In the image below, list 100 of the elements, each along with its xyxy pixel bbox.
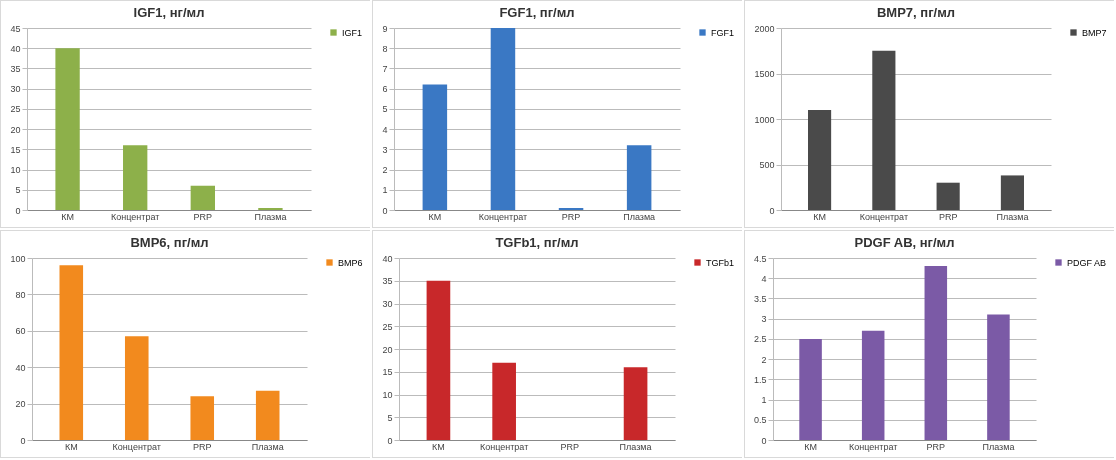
x-tick-label: PRP [193, 211, 213, 222]
bar [987, 314, 1010, 440]
x-tick-label: PRP [560, 441, 580, 452]
y-tick-label: 40 [10, 43, 21, 54]
bar [59, 265, 84, 440]
x-tick-label: PRP [926, 441, 946, 452]
y-tick-label: 500 [759, 160, 775, 170]
y-tick-label: 1.5 [753, 374, 767, 385]
x-tick-label: КМ [428, 211, 442, 222]
y-tick-label: 0 [387, 435, 393, 446]
y-tick-label: 5 [387, 412, 393, 423]
x-tick-label: КМ [64, 441, 78, 452]
chart-title: IGF1, нг/мл [133, 5, 205, 20]
y-tick-label: 4.5 [753, 253, 767, 264]
y-tick-label: 1 [761, 395, 767, 406]
x-tick-label: КМ [804, 441, 817, 452]
y-tick-label: 15 [10, 144, 21, 155]
x-tick-label: Концентрат [111, 211, 160, 222]
bar [490, 28, 516, 210]
y-tick-label: 80 [15, 289, 26, 300]
chart-title: TGFb1, пг/мл [495, 235, 579, 250]
bar [124, 336, 149, 440]
legend-label: FGF1 [711, 27, 735, 38]
y-tick-label: 20 [10, 124, 21, 135]
bar [258, 207, 283, 210]
chart-title: BMP7, пг/мл [876, 5, 956, 20]
x-tick-label: Плазма [619, 441, 652, 452]
y-tick-label: 35 [382, 276, 393, 287]
x-tick-label: Плазма [623, 211, 656, 222]
bar [422, 84, 448, 210]
bar [492, 362, 516, 440]
x-tick-label: Концентрат [859, 211, 909, 222]
y-tick-label: 3 [761, 314, 767, 325]
bar [55, 48, 80, 210]
y-tick-label: 9 [382, 23, 388, 34]
x-tick-label: Плазма [982, 441, 1015, 452]
x-tick-label: Плазма [251, 441, 284, 452]
y-tick-label: 0.5 [753, 415, 767, 426]
x-tick-label: Концентрат [479, 441, 529, 452]
x-tick-label: Концентрат [112, 441, 161, 452]
y-tick-label: 30 [10, 84, 21, 95]
y-tick-label: 1500 [754, 69, 775, 79]
bar [626, 145, 652, 210]
x-tick-label: Плазма [254, 211, 287, 222]
x-tick-label: Концентрат [478, 211, 528, 222]
y-tick-label: 0 [15, 205, 21, 216]
legend-label: BMP7 [1082, 27, 1107, 38]
bar [1000, 175, 1024, 210]
x-tick-label: КМ [61, 211, 74, 222]
bar [123, 145, 148, 210]
chart-title: FGF1, пг/мл [499, 5, 575, 20]
y-tick-label: 5 [15, 185, 21, 196]
y-tick-label: 25 [382, 321, 393, 332]
chart-title: PDGF AB, нг/мл [854, 235, 955, 250]
y-tick-label: 8 [382, 43, 388, 54]
y-tick-label: 0 [382, 205, 388, 216]
y-tick-label: 1 [382, 185, 388, 196]
bar [924, 266, 948, 440]
y-tick-label: 1000 [754, 114, 775, 125]
y-tick-label: 10 [10, 165, 21, 176]
y-tick-label: 7 [382, 63, 388, 74]
y-tick-label: 0 [20, 435, 26, 446]
y-tick-label: 40 [382, 253, 393, 264]
y-tick-label: 2 [382, 165, 388, 176]
bar [872, 50, 896, 210]
y-tick-label: 25 [10, 104, 21, 115]
y-tick-label: 4 [382, 124, 388, 135]
bar [190, 185, 215, 210]
y-tick-label: 10 [382, 390, 393, 400]
y-tick-label: 2000 [754, 23, 775, 34]
y-tick-label: 3.5 [753, 293, 767, 304]
x-tick-label: PRP [938, 211, 958, 222]
x-tick-label: КМ [432, 441, 445, 452]
x-tick-label: КМ [813, 211, 826, 222]
y-tick-label: 20 [382, 344, 393, 355]
y-tick-label: 30 [382, 299, 393, 309]
bar [190, 396, 215, 440]
y-tick-label: 40 [15, 362, 26, 373]
y-tick-label: 2.5 [753, 334, 767, 345]
y-tick-label: 5 [382, 104, 388, 115]
bar [861, 330, 885, 440]
legend-label: TGFb1 [706, 257, 735, 268]
bar [255, 390, 280, 440]
y-tick-label: 60 [15, 326, 26, 337]
y-tick-label: 0 [769, 205, 775, 216]
bar [799, 338, 822, 440]
bar [558, 207, 584, 210]
bar [936, 182, 960, 210]
chart-title: BMP6, пг/мл [130, 235, 209, 250]
y-tick-label: 4 [761, 273, 767, 284]
y-tick-label: 20 [15, 399, 26, 410]
bar [623, 367, 648, 440]
x-tick-label: Концентрат [849, 441, 898, 452]
y-tick-label: 3 [382, 144, 388, 155]
y-tick-label: 100 [10, 253, 26, 264]
x-tick-label: Плазма [996, 211, 1029, 222]
legend-label: PDGF AB [1067, 257, 1107, 268]
y-tick-label: 15 [382, 367, 393, 378]
y-tick-label: 35 [10, 63, 21, 74]
bar [426, 280, 451, 440]
